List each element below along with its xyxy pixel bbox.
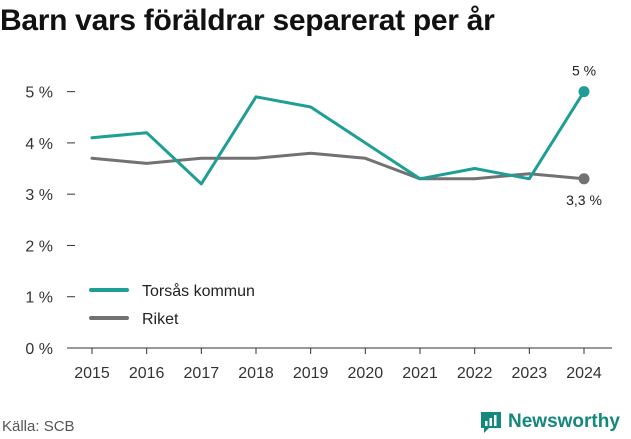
y-tick-label: 4 % [25,136,53,153]
legend-label: Torsås kommun [142,282,255,300]
newsworthy-logo-icon [481,412,501,433]
x-tick-label: 2020 [348,365,384,382]
y-tick-label: 2 % [25,238,53,255]
legend-label: Riket [142,311,179,328]
y-tick-label: 1 % [25,290,53,307]
chart-title: Barn vars föräldrar separerat per år [0,4,495,37]
y-tick-label: 3 % [25,187,53,204]
series-end-point [578,86,590,98]
y-tick-label: 5 % [25,85,53,102]
source-note: Källa: SCB [2,418,75,435]
legend: Torsås kommun Riket [89,282,255,328]
x-tick-label: 2017 [184,365,220,382]
x-tick-label: 2015 [74,365,110,382]
y-axis: 0 % 1 % 2 % 3 % 4 % 5 % [25,85,75,358]
end-label-riket: 3,3 % [566,192,602,208]
x-axis: 2015 2016 2017 2018 2019 2020 2021 2022 2023 2024 [67,347,612,382]
brand-name: Newsworthy [508,411,620,432]
x-tick-label: 2024 [566,365,602,382]
x-tick-label: 2021 [402,365,438,382]
x-tick-label: 2018 [238,365,274,382]
series-layer: 5 % 3,3 % [90,63,602,208]
end-label-torsas: 5 % [572,63,596,79]
y-tick-label: 0 % [25,341,53,358]
series-end-point [578,173,590,185]
brand-logo: Newsworthy [478,408,620,436]
x-tick-label: 2023 [512,365,548,382]
x-tick-label: 2016 [129,365,165,382]
series-line-torsas [90,90,586,186]
series-line-riket [90,151,586,181]
x-tick-label: 2022 [457,365,493,382]
x-tick-label: 2019 [293,365,329,382]
